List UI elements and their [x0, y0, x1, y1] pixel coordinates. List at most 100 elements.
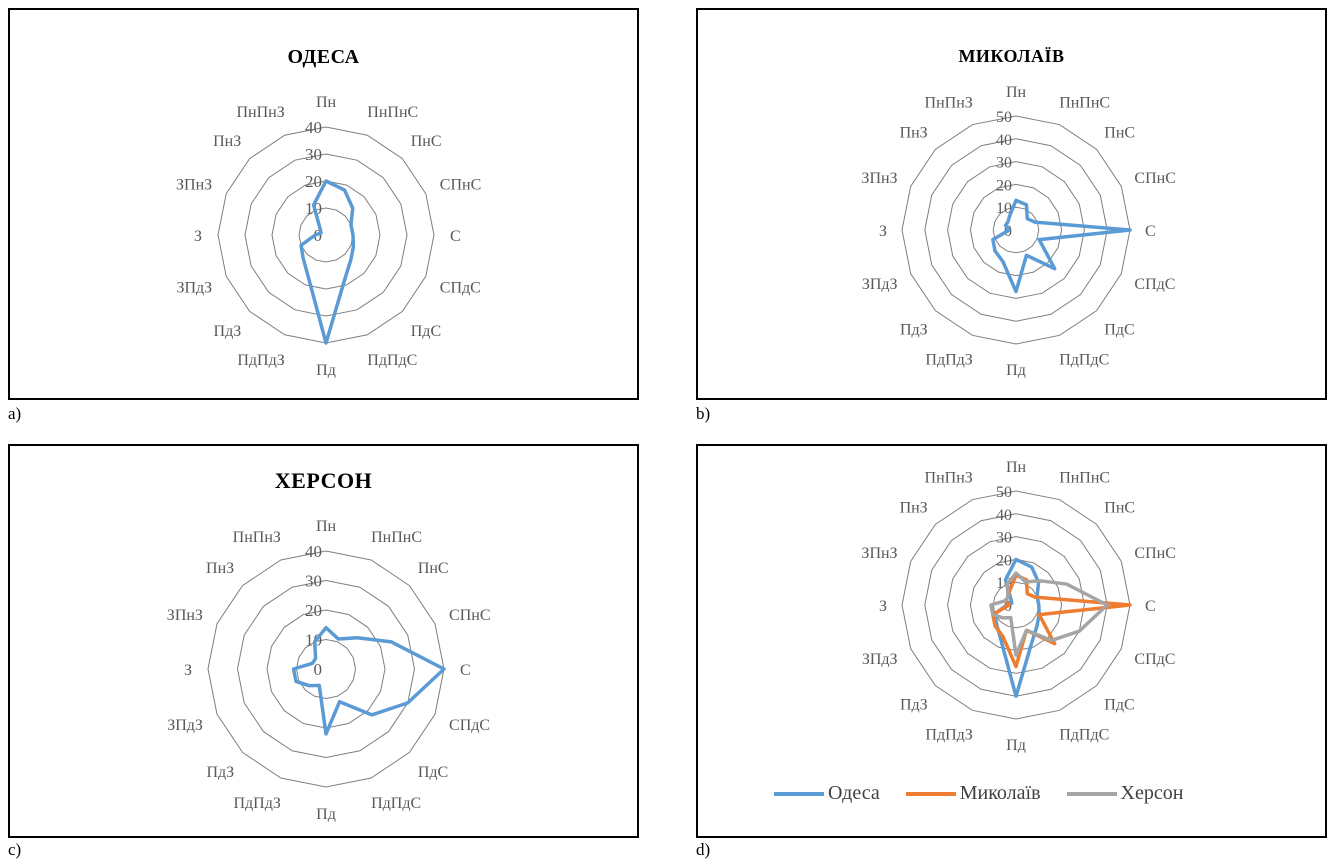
- radar-direction-label: ПнПнС: [367, 104, 418, 121]
- radar-direction-label: ПнС: [411, 133, 442, 150]
- chart-title-odesa: ОДЕСА: [287, 46, 360, 68]
- radar-direction-label: ПдС: [411, 323, 441, 340]
- radar-tick-label: 20: [305, 601, 322, 620]
- radar-direction-label: ПнС: [1104, 500, 1135, 517]
- radar-series-line: [291, 625, 446, 736]
- radar-chart-odesa: 010203040ПнПнПнСПнССПнСССПдСПдСПдПдСПдПд…: [176, 94, 481, 379]
- radar-tick-label: 20: [996, 552, 1012, 569]
- radar-direction-label: Пд: [316, 806, 336, 823]
- radar-direction-label: З: [184, 662, 192, 679]
- radar-gridline: [244, 153, 408, 317]
- radar-direction-label: Пн: [1006, 84, 1027, 101]
- radar-series-line: [299, 179, 356, 345]
- radar-direction-label: ПдЗ: [900, 321, 928, 338]
- radar-chart-kherson: 010203040ПнПнПнСПнССПнСССПдСПдСПдПдСПдПд…: [167, 518, 491, 823]
- radar-direction-label: ПнС: [418, 560, 449, 577]
- radar-direction-label: Пд: [1006, 737, 1026, 754]
- legend-item-mykolaiv: Миколаїв: [905, 782, 1041, 805]
- legend-swatch-mykolaiv: [905, 791, 956, 796]
- legend-swatch-odesa: [774, 791, 824, 796]
- radar-direction-label: ПнС: [1104, 125, 1135, 142]
- radar-direction-label: З: [879, 598, 887, 615]
- radar-gridline: [901, 490, 1131, 720]
- radar-direction-label: ПдПдС: [367, 352, 417, 369]
- chart-title-mykolaiv: МИКОЛАЇВ: [958, 46, 1065, 66]
- radar-direction-label: ПдПдЗ: [925, 351, 972, 368]
- radar-direction-label: ПнЗ: [206, 560, 234, 577]
- radar-direction-label: С: [460, 662, 471, 679]
- radar-direction-label: ПдС: [1104, 696, 1134, 713]
- radar-direction-label: ПнЗ: [900, 125, 928, 142]
- chart-panel-kherson: ХЕРСОН 0 10 20 30 40 Пн ПнПнС ПнС СПнС С СПдС ПдС Пд…: [8, 444, 639, 838]
- radar-direction-label: Пн: [1006, 459, 1027, 476]
- radar-direction-label: ЗПнЗ: [176, 177, 212, 194]
- radar-direction-label: ПнПнЗ: [233, 529, 281, 546]
- radar-gridline: [969, 183, 1063, 277]
- radar-gridline: [924, 513, 1108, 697]
- radar-direction-label: ЗПдЗ: [167, 717, 203, 734]
- radar-direction-label: Пн: [316, 518, 337, 535]
- radar-tick-label: 0: [314, 660, 323, 679]
- chart-panel-mykolaiv: МИКОЛАЇВ 0 10 20 30 40 50 Пн ПнПнС ПнС СПнС С СПдС П…: [696, 8, 1327, 400]
- radar-gridline: [207, 550, 445, 788]
- radar-series-line: [993, 557, 1041, 698]
- radar-direction-label: ЗПдЗ: [862, 651, 898, 668]
- radar-direction-label: С: [1145, 223, 1156, 240]
- radar-direction-label: ПнПнС: [1059, 470, 1110, 487]
- radar-direction-label: ПдЗ: [206, 764, 234, 781]
- radar-direction-label: СПнС: [1134, 545, 1175, 562]
- radar-direction-label: СПдС: [1134, 651, 1175, 668]
- caption-d: d): [696, 840, 711, 859]
- radar-chart-combined: 01020304050ПнПнПнСПнССПнСССПдСПдСПдПдСПд…: [861, 459, 1175, 754]
- radar-tick-label: 40: [305, 118, 322, 137]
- radar-direction-label: ПдПдС: [371, 795, 421, 812]
- radar-direction-label: ПдПдЗ: [925, 726, 972, 743]
- chart-title-kherson: ХЕРСОН: [274, 468, 373, 493]
- radar-direction-label: СПдС: [440, 279, 481, 296]
- legend-item-kherson: Херсон: [1066, 782, 1184, 805]
- radar-gridline: [901, 115, 1131, 345]
- chart-panel-combined: 0 10 20 30 40 50 Пн ПнПнС ПнС СПнС С СПдС ПдС ПдПдС Пд…: [696, 444, 1327, 838]
- radar-direction-label: ЗПдЗ: [862, 276, 898, 293]
- radar-gridline: [992, 206, 1040, 254]
- radar-direction-label: ПнПнЗ: [925, 470, 973, 487]
- caption-a: a): [8, 404, 22, 423]
- radar-direction-label: С: [450, 228, 461, 245]
- legend-swatch-kherson: [1066, 791, 1117, 796]
- chart-legend: Одеса Миколаїв Херсон: [774, 782, 1183, 805]
- radar-direction-label: ПнЗ: [213, 133, 241, 150]
- radar-tick-label: 30: [305, 572, 322, 591]
- caption-c: c): [8, 840, 22, 859]
- radar-direction-label: ЗПнЗ: [861, 545, 897, 562]
- radar-tick-label: 20: [996, 177, 1012, 194]
- radar-tick-label: 30: [996, 155, 1012, 172]
- radar-gridline: [217, 126, 435, 344]
- radar-gridline: [992, 581, 1040, 629]
- radar-direction-label: СПдС: [1134, 276, 1175, 293]
- radar-series-line: [989, 571, 1109, 657]
- radar-tick-label: 30: [305, 145, 322, 164]
- legend-label-kherson: Херсон: [1120, 782, 1184, 804]
- radar-direction-label: З: [879, 223, 887, 240]
- legend-label-odesa: Одеса: [828, 782, 880, 804]
- radar-gridline: [924, 138, 1108, 322]
- radar-direction-label: ПдПдЗ: [233, 795, 280, 812]
- radar-direction-label: ЗПдЗ: [176, 279, 212, 296]
- radar-tick-label: 20: [305, 172, 322, 191]
- radar-tick-label: 50: [996, 109, 1012, 126]
- radar-tick-label: 10: [996, 200, 1012, 217]
- radar-tick-label: 50: [996, 484, 1012, 501]
- radar-direction-label: ПдС: [1104, 321, 1134, 338]
- radar-direction-label: ПдПдС: [1059, 726, 1109, 743]
- radar-gridline: [295, 638, 357, 700]
- radar-direction-label: ПдЗ: [214, 323, 242, 340]
- radar-series-line: [991, 573, 1132, 669]
- radar-gridline: [236, 579, 416, 759]
- radar-direction-label: З: [194, 228, 202, 245]
- radar-direction-label: ПнПнЗ: [236, 104, 284, 121]
- radar-direction-label: С: [1145, 598, 1156, 615]
- radar-direction-label: ПнПнЗ: [925, 95, 973, 112]
- radar-tick-label: 40: [996, 132, 1012, 149]
- radar-direction-label: ПнПнС: [1059, 95, 1110, 112]
- radar-direction-label: ПдПдС: [1059, 351, 1109, 368]
